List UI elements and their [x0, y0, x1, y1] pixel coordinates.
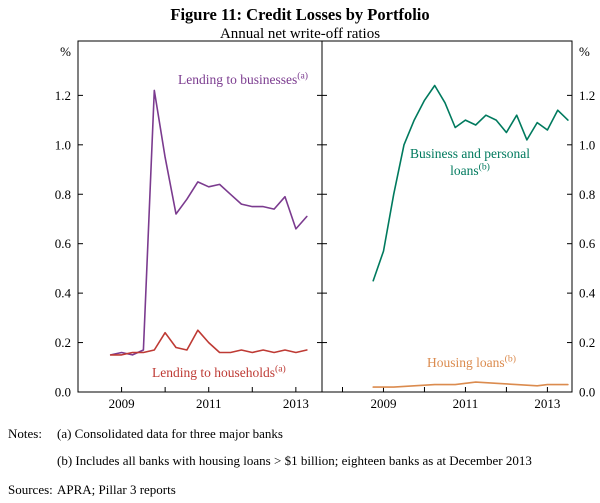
series-line-housing-loans — [372, 381, 569, 388]
x-axis-label: 2013 — [534, 396, 560, 411]
series-label-text: Housing loans — [427, 355, 505, 370]
series-label-lending-to-households: Lending to households(a) — [152, 363, 286, 382]
series-label-text: Business and personal loans — [410, 146, 530, 178]
y-axis-label-left: 0.0 — [55, 385, 71, 400]
series-label-text: Lending to businesses — [178, 72, 298, 87]
x-axis-label: 2009 — [109, 396, 135, 411]
figure-subtitle: Annual net write-off ratios — [219, 26, 381, 42]
x-axis-label: 2009 — [370, 396, 396, 411]
notes-label: Notes: — [8, 426, 42, 441]
footnote-marker-a: (a) — [297, 70, 309, 82]
footnote-marker-b: (b) — [504, 353, 516, 365]
y-axis-label-right: 0.0 — [579, 385, 595, 400]
y-axis-label-left: 1.0 — [55, 137, 71, 152]
credit-losses-line-chart: 0.0 0.0 0.2 0.2 0.4 0.4 0.6 0.6 0.8 0.8 1.0 1.0 1.2 1… — [55, 40, 596, 411]
series-line-business-and-personal-loans — [372, 84, 569, 282]
series-line-lending-to-businesses — [109, 89, 308, 356]
note-b: (b) Includes all banks with housing loan… — [57, 453, 532, 468]
y-axis-unit-right: % — [579, 44, 590, 59]
series-label-housing-loans: Housing loans(b) — [427, 353, 516, 372]
footnote-marker-b: (b) — [478, 161, 490, 173]
sources-label: Sources: — [8, 482, 53, 497]
figure-title: Figure 11: Credit Losses by Portfolio — [170, 5, 430, 24]
y-axis-label-left: 0.2 — [55, 335, 71, 350]
chart-frame — [77, 40, 573, 393]
y-axis-label-right: 1.2 — [579, 88, 595, 103]
x-axis-label: 2013 — [283, 396, 309, 411]
series-label-business-and-personal-loans: Business and personal loans(b) — [395, 146, 545, 180]
y-axis-label-right: 1.0 — [579, 137, 595, 152]
y-axis-label-right: 0.4 — [579, 286, 596, 301]
footnote-marker-a: (a) — [275, 363, 286, 375]
sources-text: APRA; Pillar 3 reports — [57, 482, 176, 497]
series-label-text: Lending to households — [152, 365, 275, 380]
x-axis-label: 2011 — [453, 396, 479, 411]
y-axis-label-left: 0.8 — [55, 187, 71, 202]
y-axis-label-right: 0.2 — [579, 335, 595, 350]
series-line-lending-to-households — [109, 329, 308, 356]
y-axis-label-right: 0.6 — [579, 236, 596, 251]
series-label-lending-to-businesses: Lending to businesses(a) — [178, 70, 309, 89]
y-axis-label-left: 0.6 — [55, 236, 72, 251]
y-axis-label-left: 1.2 — [55, 88, 71, 103]
x-axis-label: 2011 — [196, 396, 222, 411]
note-a: (a) Consolidated data for three major ba… — [57, 426, 283, 441]
y-axis-label-right: 0.8 — [579, 187, 595, 202]
y-axis-unit-left: % — [60, 44, 71, 59]
y-axis-label-left: 0.4 — [55, 286, 72, 301]
